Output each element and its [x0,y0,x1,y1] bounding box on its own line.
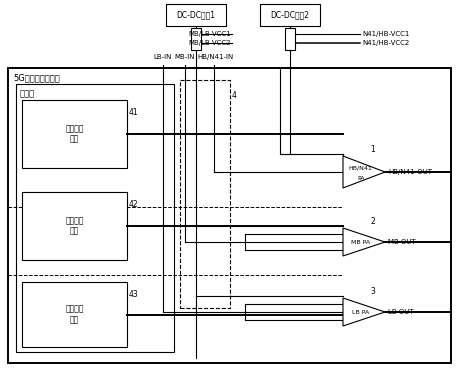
Text: 41: 41 [129,108,139,117]
Text: HB/N41-IN: HB/N41-IN [198,54,234,60]
Text: DC-DC电源2: DC-DC电源2 [270,10,309,20]
Text: MB/LB-VCC1: MB/LB-VCC1 [188,31,231,37]
Bar [16,84,174,352]
Text: 43: 43 [129,290,139,299]
Text: 5G功率放大器架构: 5G功率放大器架构 [13,73,60,82]
Text: MB PA: MB PA [351,240,370,244]
Text: N41/HB-VCC2: N41/HB-VCC2 [362,40,409,46]
Text: LB-IN: LB-IN [154,54,172,60]
Polygon shape [343,156,385,188]
Bar [8,68,451,363]
Text: HB/N41: HB/N41 [349,165,373,171]
Bar [285,28,295,50]
Text: LB PA: LB PA [352,309,369,315]
Text: 第二偏置
电路: 第二偏置 电路 [65,216,84,236]
Text: 1: 1 [370,145,375,154]
Text: N41/HB-VCC1: N41/HB-VCC1 [362,31,409,37]
Bar [22,100,127,168]
Bar [260,4,320,26]
Polygon shape [343,298,385,326]
Text: DC-DC电源1: DC-DC电源1 [177,10,215,20]
Bar [180,80,230,308]
Text: 第一偏置
电路: 第一偏置 电路 [65,124,84,144]
Text: HB/N41-OUT: HB/N41-OUT [388,169,432,175]
Text: 第三偏置
电路: 第三偏置 电路 [65,305,84,324]
Text: 42: 42 [129,200,139,209]
Text: 3: 3 [370,288,375,296]
Text: MB/LB-VCC2: MB/LB-VCC2 [189,40,231,46]
Bar [191,28,201,50]
Bar [22,192,127,260]
Text: 4: 4 [232,91,237,99]
Bar [22,282,127,347]
Text: 2: 2 [370,217,375,227]
Text: PA: PA [357,175,364,181]
Text: MB-IN: MB-IN [175,54,195,60]
Text: MB OUT: MB OUT [388,239,416,245]
Bar [166,4,226,26]
Text: LB OUT: LB OUT [388,309,414,315]
Text: 控制器: 控制器 [20,89,35,98]
Polygon shape [343,228,385,256]
